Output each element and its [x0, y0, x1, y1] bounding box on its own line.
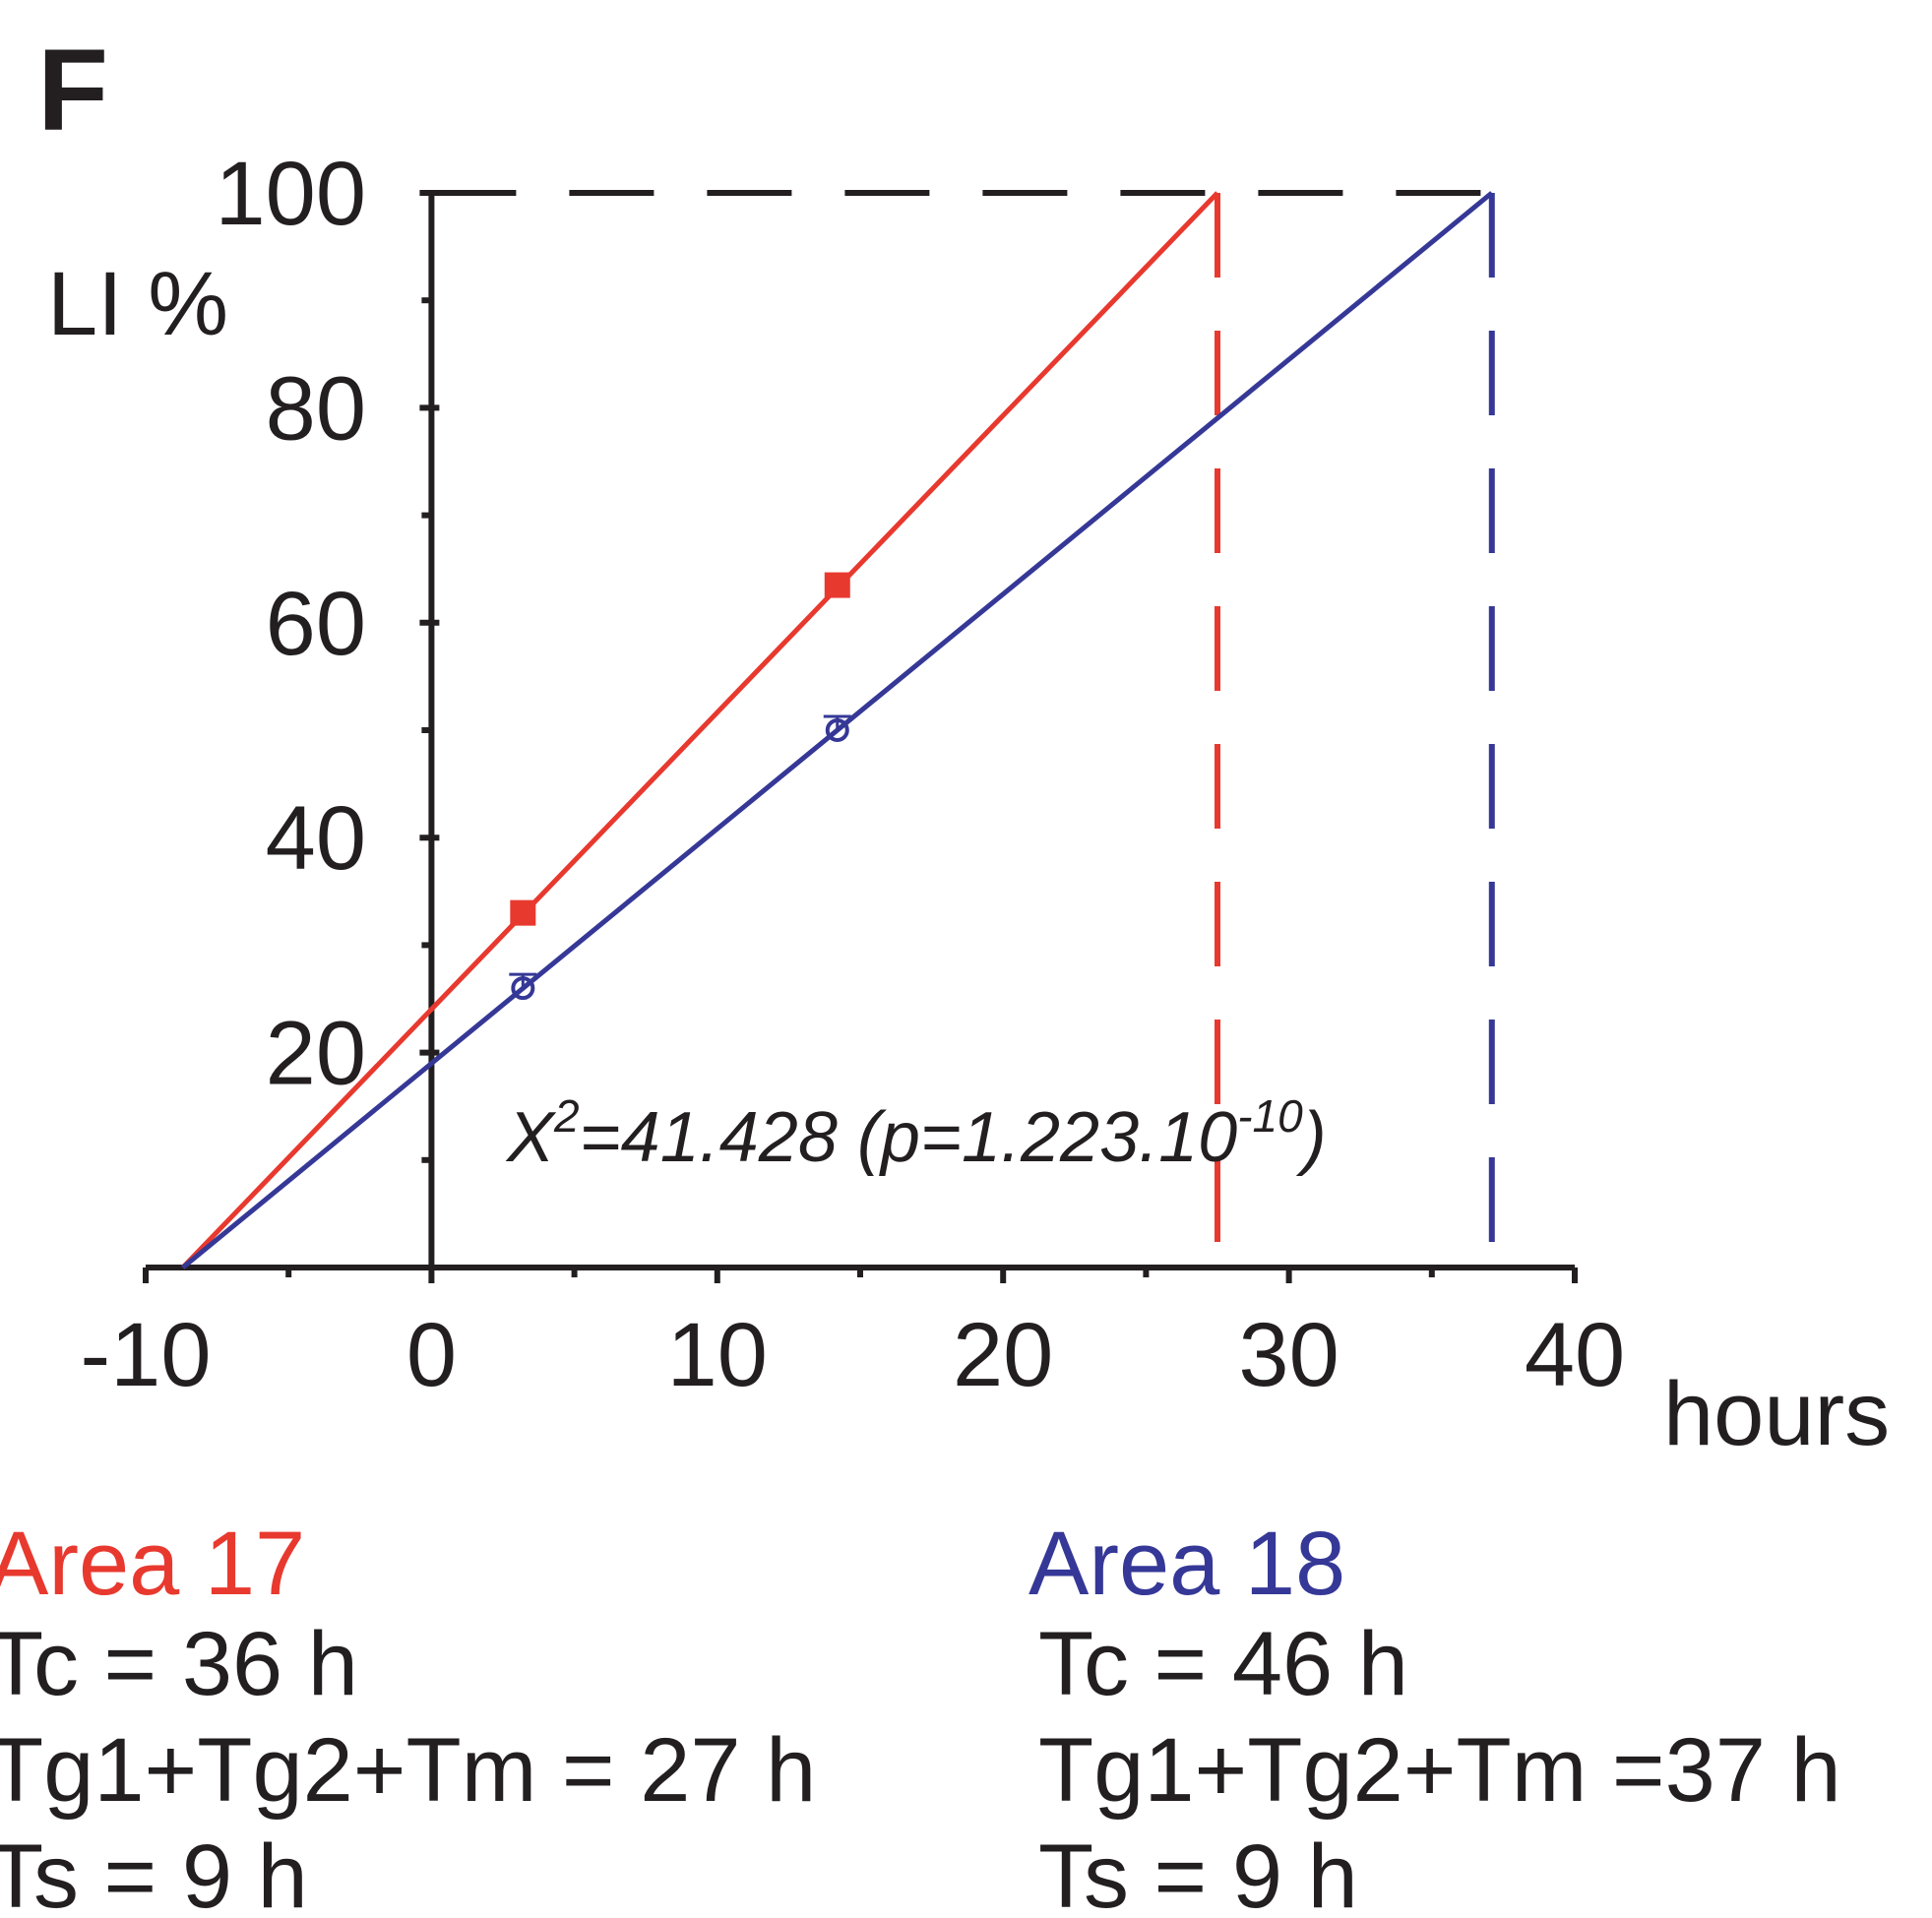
summary-line-tc-18: Tc = 46 h [1038, 1614, 1408, 1714]
series-layer [180, 191, 1495, 1279]
series-area-18 [181, 191, 1495, 1279]
y-tick-label: 40 [266, 788, 366, 889]
summary-title-area-18: Area 18 [1028, 1514, 1345, 1614]
summary-line-ts-18: Ts = 9 h [1038, 1826, 1358, 1918]
x-axis-label: hours [1663, 1364, 1890, 1464]
annot-sup2: -10 [1237, 1090, 1303, 1142]
y-tick-label: 20 [266, 1004, 366, 1104]
x-tick-label: 20 [953, 1305, 1053, 1405]
axes: -10 0 10 20 30 40 20 40 60 80 100 [81, 144, 1626, 1405]
x-tick-label: 0 [406, 1305, 457, 1405]
summary-area-18: Area 18 Tc = 46 h Tg1+Tg2+Tm =37 h Ts = … [1028, 1514, 1841, 1918]
chi-square-annotation: X2=41.428 (p=1.223.10-10) [505, 1090, 1327, 1177]
summary-line-tg-18: Tg1+Tg2+Tm =37 h [1038, 1720, 1841, 1821]
y-axis-label: LI % [47, 254, 228, 354]
x-tick-label: 30 [1238, 1305, 1339, 1405]
x-tick-label: -10 [81, 1305, 212, 1405]
x-tick-label: 40 [1525, 1305, 1625, 1405]
point-area-18 [511, 976, 535, 1001]
y-tick-label: 60 [266, 574, 366, 674]
y-tick-label: 100 [216, 144, 367, 244]
series-area-17 [180, 191, 1220, 1279]
y-tick-label: 80 [266, 358, 366, 459]
point-area-17 [824, 572, 850, 598]
panel-label: F [37, 26, 108, 155]
annot-mid: =41.428 (p=1.223.10 [580, 1098, 1238, 1177]
fit-line-area-17 [180, 191, 1219, 1269]
summary-area-17: Area 17 Tc = 36 h Tg1+Tg2+Tm = 27 h Ts =… [0, 1514, 816, 1918]
summary-title-area-17: Area 17 [0, 1514, 305, 1614]
x-tick-label: 10 [667, 1305, 768, 1405]
annot-sup: 2 [553, 1090, 580, 1142]
summary-line-ts-17: Ts = 9 h [0, 1826, 308, 1918]
summary-line-tc-17: Tc = 36 h [0, 1614, 358, 1714]
summary-line-tg-17: Tg1+Tg2+Tm = 27 h [0, 1720, 816, 1821]
annot-base: X [505, 1098, 557, 1177]
point-area-18 [825, 718, 849, 742]
point-area-17 [510, 899, 536, 926]
